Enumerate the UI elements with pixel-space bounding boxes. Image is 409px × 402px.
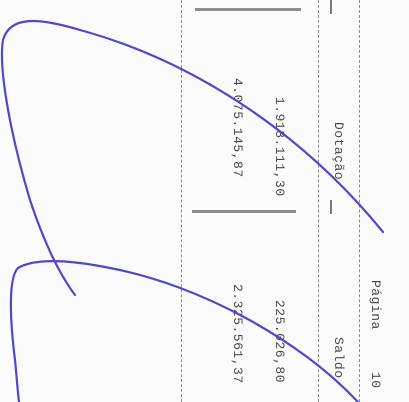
page-number: 10 [368, 372, 383, 389]
saldo-value: 2.325.561,37 [230, 284, 245, 384]
saldo-value: 225.026,80 [272, 300, 287, 384]
column-divider [181, 0, 182, 402]
dotacao-value: 1.918.111,30 [272, 97, 287, 197]
underline-rule [192, 210, 296, 213]
underline-rule [195, 8, 301, 11]
tick-mark [330, 200, 332, 214]
column-divider [359, 0, 360, 402]
signature-stroke [0, 20, 385, 297]
dotacao-value: 4.075.145,87 [230, 78, 245, 178]
tick-mark [330, 0, 332, 14]
pagina-label: Página [368, 280, 383, 330]
column-divider [318, 0, 319, 402]
signature-stroke [9, 260, 360, 402]
saldo-header: Saldo [331, 337, 346, 379]
dotacao-header: Dotação [331, 122, 346, 181]
